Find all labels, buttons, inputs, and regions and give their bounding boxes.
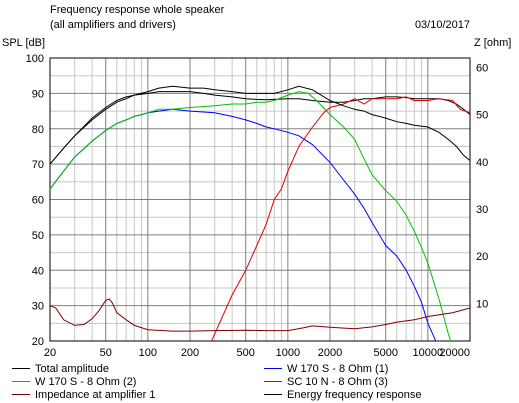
- chart-title: Frequency response whole speaker: [50, 4, 225, 16]
- y2-tick-label: 30: [476, 204, 488, 216]
- legend: Total amplitude W 170 S - 8 Ohm (1) W 17…: [0, 361, 519, 403]
- y-tick-labels: 20 30 40 50 60 70 80 90 100: [26, 53, 44, 348]
- legend-label: Impedance at amplifier 1: [35, 389, 156, 401]
- x-tick-label: 20: [44, 347, 56, 359]
- y2-tick-label: 40: [476, 157, 488, 169]
- y-tick-label: 80: [32, 124, 44, 136]
- y-tick-label: 50: [32, 230, 44, 242]
- legend-item-impedance: Impedance at amplifier 1: [12, 389, 155, 401]
- x-tick-label: 20000: [439, 347, 470, 359]
- legend-swatch: [264, 380, 282, 382]
- legend-label: Energy frequency response: [287, 389, 422, 401]
- y-tick-label: 90: [32, 88, 44, 100]
- legend-label: SC 10 N - 8 Ohm (3): [287, 376, 388, 388]
- y2-tick-label: 60: [476, 62, 488, 74]
- legend-item-total-amplitude: Total amplitude: [12, 363, 109, 375]
- y2-tick-label: 50: [476, 110, 488, 122]
- frequency-response-chart: Frequency response whole speaker (all am…: [2, 4, 511, 359]
- x-tick-label: 500: [237, 347, 255, 359]
- y2-tick-labels: 10 20 30 40 50 60: [476, 62, 488, 310]
- series-line-sc-10-n-8-ohm-3: [210, 96, 470, 341]
- legend-item-sc10n-3: SC 10 N - 8 Ohm (3): [264, 376, 388, 388]
- y-axis-label: SPL [dB]: [2, 37, 45, 49]
- x-tick-label: 200: [181, 347, 199, 359]
- x-tick-label: 100: [139, 347, 157, 359]
- x-tick-label: 1000: [276, 347, 300, 359]
- legend-label: W 170 S - 8 Ohm (1): [287, 363, 389, 375]
- x-tick-label: 50: [100, 347, 112, 359]
- legend-swatch: [12, 393, 30, 395]
- y-tick-label: 70: [32, 159, 44, 171]
- y2-tick-label: 10: [476, 298, 488, 310]
- x-tick-label: 10000: [413, 347, 444, 359]
- chart-subtitle: (all amplifiers and drivers): [50, 19, 176, 31]
- legend-swatch: [264, 367, 282, 369]
- plot-frame: [49, 57, 471, 342]
- legend-swatch: [264, 393, 282, 395]
- legend-label: Total amplitude: [35, 363, 109, 375]
- y-tick-label: 20: [32, 336, 44, 348]
- legend-item-energy: Energy frequency response: [264, 389, 422, 401]
- y-tick-label: 30: [32, 301, 44, 313]
- x-tick-label: 2000: [318, 347, 342, 359]
- legend-item-w170s-2: W 170 S - 8 Ohm (2): [12, 376, 136, 388]
- y-tick-label: 60: [32, 195, 44, 207]
- series-line-w-170-s-8-ohm-2: [50, 91, 452, 341]
- x-tick-label: 5000: [373, 347, 397, 359]
- series-line-energy-frequency-response: [50, 85, 470, 165]
- series-line-impedance-at-amplifier-1: [50, 298, 470, 332]
- y-tick-label: 100: [26, 53, 44, 65]
- chart-date: 03/10/2017: [415, 19, 470, 31]
- series-line-total-amplitude: [50, 91, 470, 165]
- legend-item-w170s-1: W 170 S - 8 Ohm (1): [264, 363, 388, 375]
- y2-axis-label: Z [ohm]: [474, 37, 511, 49]
- legend-swatch: [12, 380, 30, 382]
- y-tick-label: 40: [32, 265, 44, 277]
- legend-label: W 170 S - 8 Ohm (2): [35, 376, 137, 388]
- series-lines: [50, 85, 470, 341]
- major-grid: [49, 57, 471, 342]
- y2-tick-label: 20: [476, 251, 488, 263]
- legend-swatch: [12, 367, 30, 369]
